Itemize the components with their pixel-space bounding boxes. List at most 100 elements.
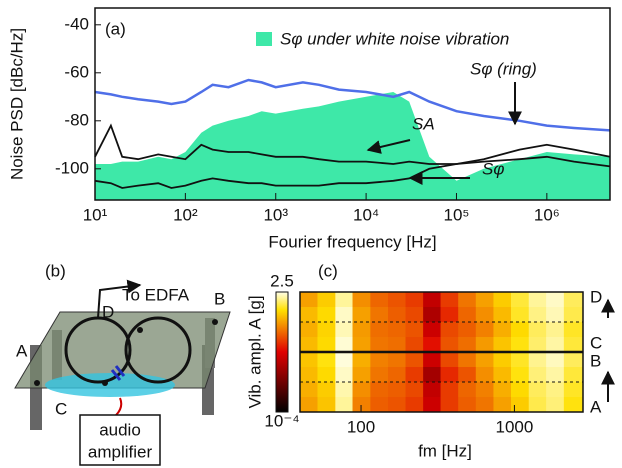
heat-cell	[335, 292, 354, 308]
heat-cell	[546, 397, 565, 413]
heat-cell	[388, 397, 407, 413]
heat-cell	[317, 337, 336, 353]
x-tick-label: 10²	[173, 205, 198, 224]
shaker	[45, 373, 175, 397]
heat-cell	[563, 307, 584, 323]
annotation: Sφ	[482, 159, 504, 178]
heat-cell	[423, 382, 442, 398]
panel-a: -40 -60 -80 -100 10¹ 10² 10³ 10⁴ 10⁵ 10⁶ Fourier f…	[7, 7, 611, 251]
heat-cell	[458, 292, 477, 308]
x-tick-label: 10¹	[83, 205, 108, 224]
heat-cell	[528, 382, 547, 398]
heat-cell	[510, 337, 530, 353]
heat-cell	[440, 307, 459, 323]
arrow	[366, 139, 411, 154]
heat-cell	[493, 397, 512, 413]
heat-cell	[300, 322, 318, 338]
x-tick-label: 10⁵	[443, 205, 469, 224]
heat-cell	[440, 367, 459, 383]
heat-cell	[423, 397, 442, 413]
fiber-label: To EDFA	[122, 285, 190, 304]
heat-cell	[300, 382, 318, 398]
amplifier-box	[79, 414, 161, 466]
heat-cell	[510, 397, 530, 413]
heat-cell	[528, 292, 547, 308]
line	[94, 78, 611, 132]
heat-cell	[493, 367, 512, 383]
annotation: SA	[412, 114, 435, 133]
heat-cell	[440, 337, 459, 353]
heat-cell	[352, 322, 371, 338]
heat-cell	[405, 292, 424, 308]
panel-label: (c)	[318, 261, 338, 280]
heat-cell	[475, 397, 494, 413]
y-tick-label: -80	[64, 110, 89, 129]
row-label: D	[590, 287, 602, 306]
legend-swatch	[256, 32, 272, 46]
heat-cell	[423, 367, 442, 383]
annotation: Sφ (ring)	[470, 59, 537, 78]
heat-cell	[458, 397, 477, 413]
heat-cell	[475, 322, 494, 338]
heat-cell	[510, 352, 530, 368]
heat-cell	[440, 397, 459, 413]
heat-cell	[405, 352, 424, 368]
row-label: B	[590, 351, 601, 370]
area	[95, 92, 610, 200]
point-marker	[212, 319, 218, 325]
heat-cell	[317, 307, 336, 323]
heat-cell	[528, 307, 547, 323]
heat-cell	[423, 352, 442, 368]
panel-b: (b) audio amplifier To EDFA D B A C	[14, 261, 231, 466]
heat-cell	[546, 307, 565, 323]
point-label: A	[16, 341, 28, 360]
heat-cell	[317, 367, 336, 383]
heat-cell	[405, 397, 424, 413]
heat-cell	[352, 292, 371, 308]
heat-cell	[458, 337, 477, 353]
plot-frame	[94, 7, 611, 201]
heat-cell	[563, 322, 584, 338]
x-tick-label: 1000	[496, 417, 534, 436]
heat-cell	[370, 322, 389, 338]
line	[94, 155, 611, 189]
heat-cell	[423, 337, 442, 353]
heat-cell	[510, 307, 530, 323]
heat-cell	[458, 382, 477, 398]
colorbar-tick-label: 10⁻⁴	[264, 411, 299, 430]
x-tick-label: 10⁴	[353, 205, 379, 224]
fiber	[97, 279, 142, 319]
heat-cell	[335, 382, 354, 398]
heat-cell	[370, 367, 389, 383]
panel-label: (a)	[105, 19, 126, 38]
heat-cell	[563, 352, 584, 368]
heat-cell	[475, 307, 494, 323]
heat-cell	[493, 337, 512, 353]
heat-cell	[563, 292, 584, 308]
heat-cell	[475, 337, 494, 353]
heat-cell	[317, 382, 336, 398]
heat-cell	[475, 382, 494, 398]
point-marker	[102, 380, 108, 386]
heat-cell	[546, 322, 565, 338]
y-tick-label: -60	[64, 62, 89, 81]
row-label: C	[590, 333, 602, 352]
heat-cell	[510, 367, 530, 383]
line	[94, 123, 611, 165]
heat-cell	[388, 382, 407, 398]
heat-cell	[388, 367, 407, 383]
heat-cell	[528, 367, 547, 383]
heat-cell	[423, 292, 442, 308]
point-marker	[34, 380, 40, 386]
heat-cell	[317, 397, 336, 413]
colorbar-tick-label: 2.5	[270, 271, 294, 290]
heat-cell	[317, 352, 336, 368]
point-label: D	[102, 302, 114, 321]
point-label: B	[214, 289, 225, 308]
heat-cell	[370, 307, 389, 323]
heat-cell	[405, 367, 424, 383]
y-tick-label: -40	[64, 14, 89, 33]
heat-cell	[458, 322, 477, 338]
heat-cell	[458, 307, 477, 323]
